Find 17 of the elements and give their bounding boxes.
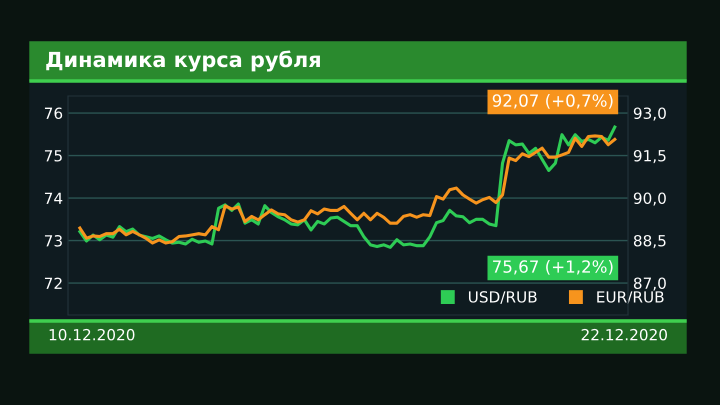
- y2-tick-label: 93,0: [634, 107, 666, 121]
- y2-tick-label: 88,5: [634, 234, 666, 248]
- annotation: 92,07 (+0,7%): [492, 94, 613, 109]
- legend-label: USD/RUB: [468, 291, 537, 304]
- legend-label: EUR/RUB: [597, 291, 664, 304]
- y-tick-label: 75: [44, 150, 62, 162]
- y-tick-label: 76: [44, 107, 62, 120]
- y2-tick-label: 90,0: [634, 192, 666, 206]
- y2-tick-label: 91,5: [634, 150, 666, 164]
- y-tick-label: 72: [44, 278, 62, 289]
- text: 22.12.2020: [582, 328, 667, 340]
- text: 10.12.2020: [50, 328, 134, 340]
- y-tick-label: 73: [44, 235, 62, 247]
- annotation: 75,67 (+1,2%): [493, 260, 613, 275]
- y-tick-label: 74: [44, 192, 62, 204]
- chart-title: Динамика курса рубля: [46, 50, 320, 72]
- y2-tick-label: 87,0: [634, 277, 666, 291]
